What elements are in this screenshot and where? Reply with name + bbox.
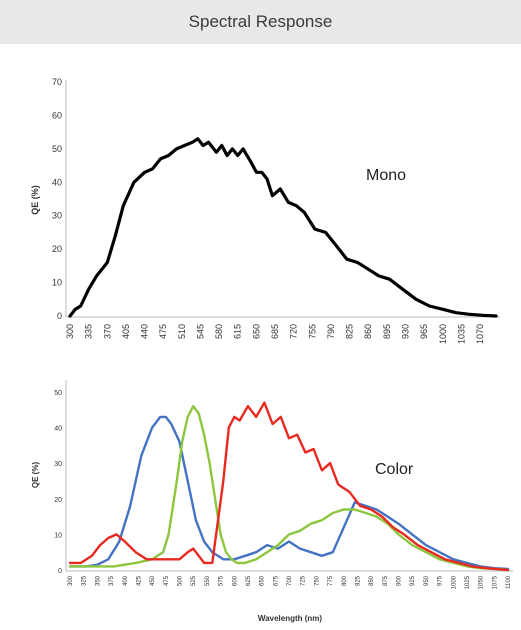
color-x-tick-label: 575 — [219, 575, 225, 586]
color-x-tick-label: 825 — [355, 575, 361, 586]
color-x-tick-label: 425 — [136, 575, 142, 586]
color-x-tick-label: 375 — [109, 575, 115, 586]
mono-y-axis-title: QE (%) — [30, 185, 40, 215]
mono-chart: Mono QE (%) 0 10 20 30 40 50 60 70 300 335 370 405… — [30, 77, 500, 344]
color-x-tick-label: 750 — [314, 575, 320, 586]
color-x-tick-label: 550 — [205, 575, 211, 586]
mono-x-tick-label: 825 — [345, 324, 355, 339]
mono-x-tick-label: 475 — [158, 324, 168, 339]
mono-x-tick-label: 720 — [289, 324, 299, 339]
mono-annotation: Mono — [366, 167, 406, 184]
color-x-tick-label: 475 — [164, 575, 170, 586]
color-series-lines — [68, 401, 510, 572]
mono-x-tick-label: 790 — [326, 324, 336, 339]
color-series-line-2 — [68, 405, 510, 572]
mono-y-tick-label: 10 — [52, 278, 62, 288]
color-chart: Color QE (%) Wavelength (nm) 0 10 20 30 40 50… — [31, 380, 513, 623]
mono-x-tick-label: 440 — [140, 324, 150, 339]
mono-x-tick-label: 1035 — [456, 324, 466, 344]
mono-series-line-1 — [68, 137, 498, 318]
color-annotation: Color — [375, 461, 414, 478]
mono-x-tick-label: 405 — [121, 324, 131, 339]
color-x-tick-label: 450 — [150, 575, 156, 586]
color-x-tick-label: 675 — [273, 575, 279, 586]
color-y-tick-label: 20 — [54, 497, 62, 504]
color-x-tick-label: 1100 — [506, 575, 512, 589]
mono-y-tick-label: 20 — [52, 244, 62, 254]
color-y-tick-label: 40 — [54, 426, 62, 433]
color-x-tick-label: 1075 — [492, 575, 498, 589]
color-x-tick-label: 925 — [410, 575, 416, 586]
color-x-tick-label: 875 — [383, 575, 389, 586]
mono-x-tick-label: 545 — [195, 324, 205, 339]
color-y-tick-labels: 0 10 20 30 40 50 — [54, 390, 62, 575]
color-x-tick-label: 900 — [397, 575, 403, 586]
mono-y-tick-label: 0 — [57, 311, 62, 321]
color-x-tick-label: 775 — [328, 575, 334, 586]
color-x-tick-label: 300 — [68, 575, 74, 586]
color-x-tick-label: 700 — [287, 575, 293, 586]
mono-y-tick-label: 30 — [52, 211, 62, 221]
mono-y-tick-label: 70 — [52, 77, 62, 87]
color-x-tick-label: 350 — [95, 575, 101, 586]
mono-series-lines — [68, 137, 498, 318]
mono-x-tick-label: 860 — [363, 324, 373, 339]
mono-y-tick-label: 40 — [52, 177, 62, 187]
chart-heading: Spectral Response — [188, 12, 333, 31]
mono-x-tick-label: 895 — [382, 324, 392, 339]
color-x-tick-label: 850 — [369, 575, 375, 586]
mono-x-tick-label: 580 — [214, 324, 224, 339]
mono-x-tick-label: 755 — [307, 324, 317, 339]
mono-y-tick-labels: 0 10 20 30 40 50 60 70 — [52, 77, 62, 321]
color-x-tick-labels: 300 325 350 375 400 425 450 475 500 525 550 575 600 6… — [68, 575, 512, 589]
header-bar: Spectral Response — [0, 0, 521, 44]
color-x-tick-label: 500 — [178, 575, 184, 586]
mono-x-tick-label: 685 — [270, 324, 280, 339]
color-y-tick-label: 0 — [58, 568, 62, 575]
color-y-tick-label: 50 — [54, 390, 62, 397]
color-x-tick-label: 950 — [424, 575, 430, 586]
color-x-tick-label: 1050 — [479, 575, 485, 589]
mono-x-tick-label: 300 — [65, 324, 75, 339]
color-x-tick-label: 650 — [260, 575, 266, 586]
color-x-tick-label: 1025 — [465, 575, 471, 589]
color-x-tick-label: 625 — [246, 575, 252, 586]
mono-x-tick-label: 615 — [233, 324, 243, 339]
mono-x-tick-label: 930 — [400, 324, 410, 339]
color-x-tick-label: 725 — [301, 575, 307, 586]
color-x-tick-label: 400 — [123, 575, 129, 586]
mono-y-tick-label: 60 — [52, 110, 62, 120]
mono-x-tick-label: 335 — [84, 324, 94, 339]
color-y-axis-title: QE (%) — [31, 462, 40, 489]
color-x-axis-title: Wavelength (nm) — [258, 614, 322, 623]
color-x-tick-label: 525 — [191, 575, 197, 586]
color-x-tick-label: 800 — [342, 575, 348, 586]
mono-x-tick-labels: 300 335 370 405 440 475 510 545 580 615 650 685 720 7… — [65, 324, 485, 344]
mono-x-tick-label: 965 — [419, 324, 429, 339]
color-x-tick-label: 600 — [232, 575, 238, 586]
color-x-tick-label: 975 — [438, 575, 444, 586]
color-y-tick-label: 30 — [54, 461, 62, 468]
mono-x-tick-label: 1070 — [475, 324, 485, 344]
color-x-tick-label: 325 — [82, 575, 88, 586]
mono-x-tick-label: 650 — [251, 324, 261, 339]
color-y-tick-label: 10 — [54, 532, 62, 539]
mono-y-tick-label: 50 — [52, 144, 62, 154]
color-x-tick-label: 1000 — [451, 575, 457, 589]
mono-x-tick-label: 370 — [102, 324, 112, 339]
color-series-line-1 — [68, 415, 510, 571]
color-series-line-3 — [68, 401, 510, 572]
mono-x-tick-label: 510 — [177, 324, 187, 339]
mono-x-tick-label: 1000 — [438, 324, 448, 344]
